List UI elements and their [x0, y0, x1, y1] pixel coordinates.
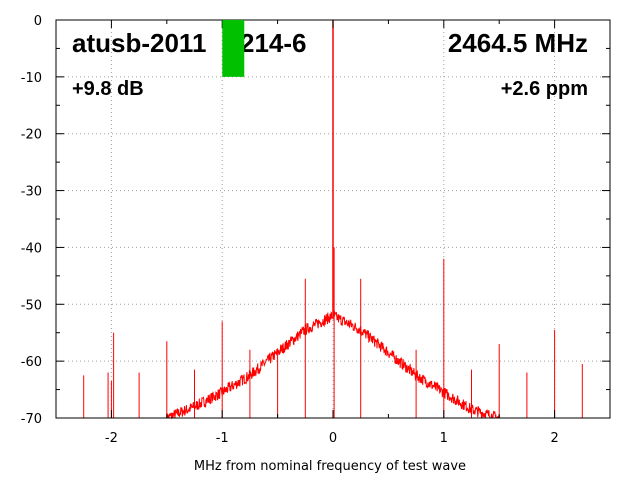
device-label: atusb-2011 — [72, 28, 206, 58]
y-tick-label: -70 — [21, 412, 42, 427]
y-tick-label: -50 — [21, 298, 42, 313]
level-label: +9.8 dB — [72, 78, 144, 100]
plot-area — [55, 20, 583, 420]
y-tick-label: -40 — [21, 241, 42, 256]
x-axis-label: MHz from nominal frequency of test wave — [194, 459, 466, 474]
x-tick-label: 2 — [550, 431, 558, 446]
y-tick-label: -30 — [21, 185, 42, 200]
frequency-label: 2464.5 MHz — [448, 28, 588, 58]
axis-ticks: 0-10-20-30-40-50-60-70-2 -1 0 1 2 — [21, 14, 611, 446]
x-tick-label: 0 — [329, 431, 337, 446]
x-tick-label: 1 — [440, 431, 448, 446]
channel-marker — [222, 20, 245, 77]
x-tick-label: -2 — [105, 431, 118, 446]
offset-label: +2.6 ppm — [501, 78, 588, 100]
x-tick-label: -1 — [216, 431, 229, 446]
device-suffix-label: 214-6 — [240, 28, 307, 58]
y-tick-label: -10 — [21, 71, 42, 86]
y-tick-label: -60 — [21, 355, 42, 370]
y-tick-label: -20 — [21, 128, 42, 143]
y-tick-label: 0 — [34, 14, 42, 29]
